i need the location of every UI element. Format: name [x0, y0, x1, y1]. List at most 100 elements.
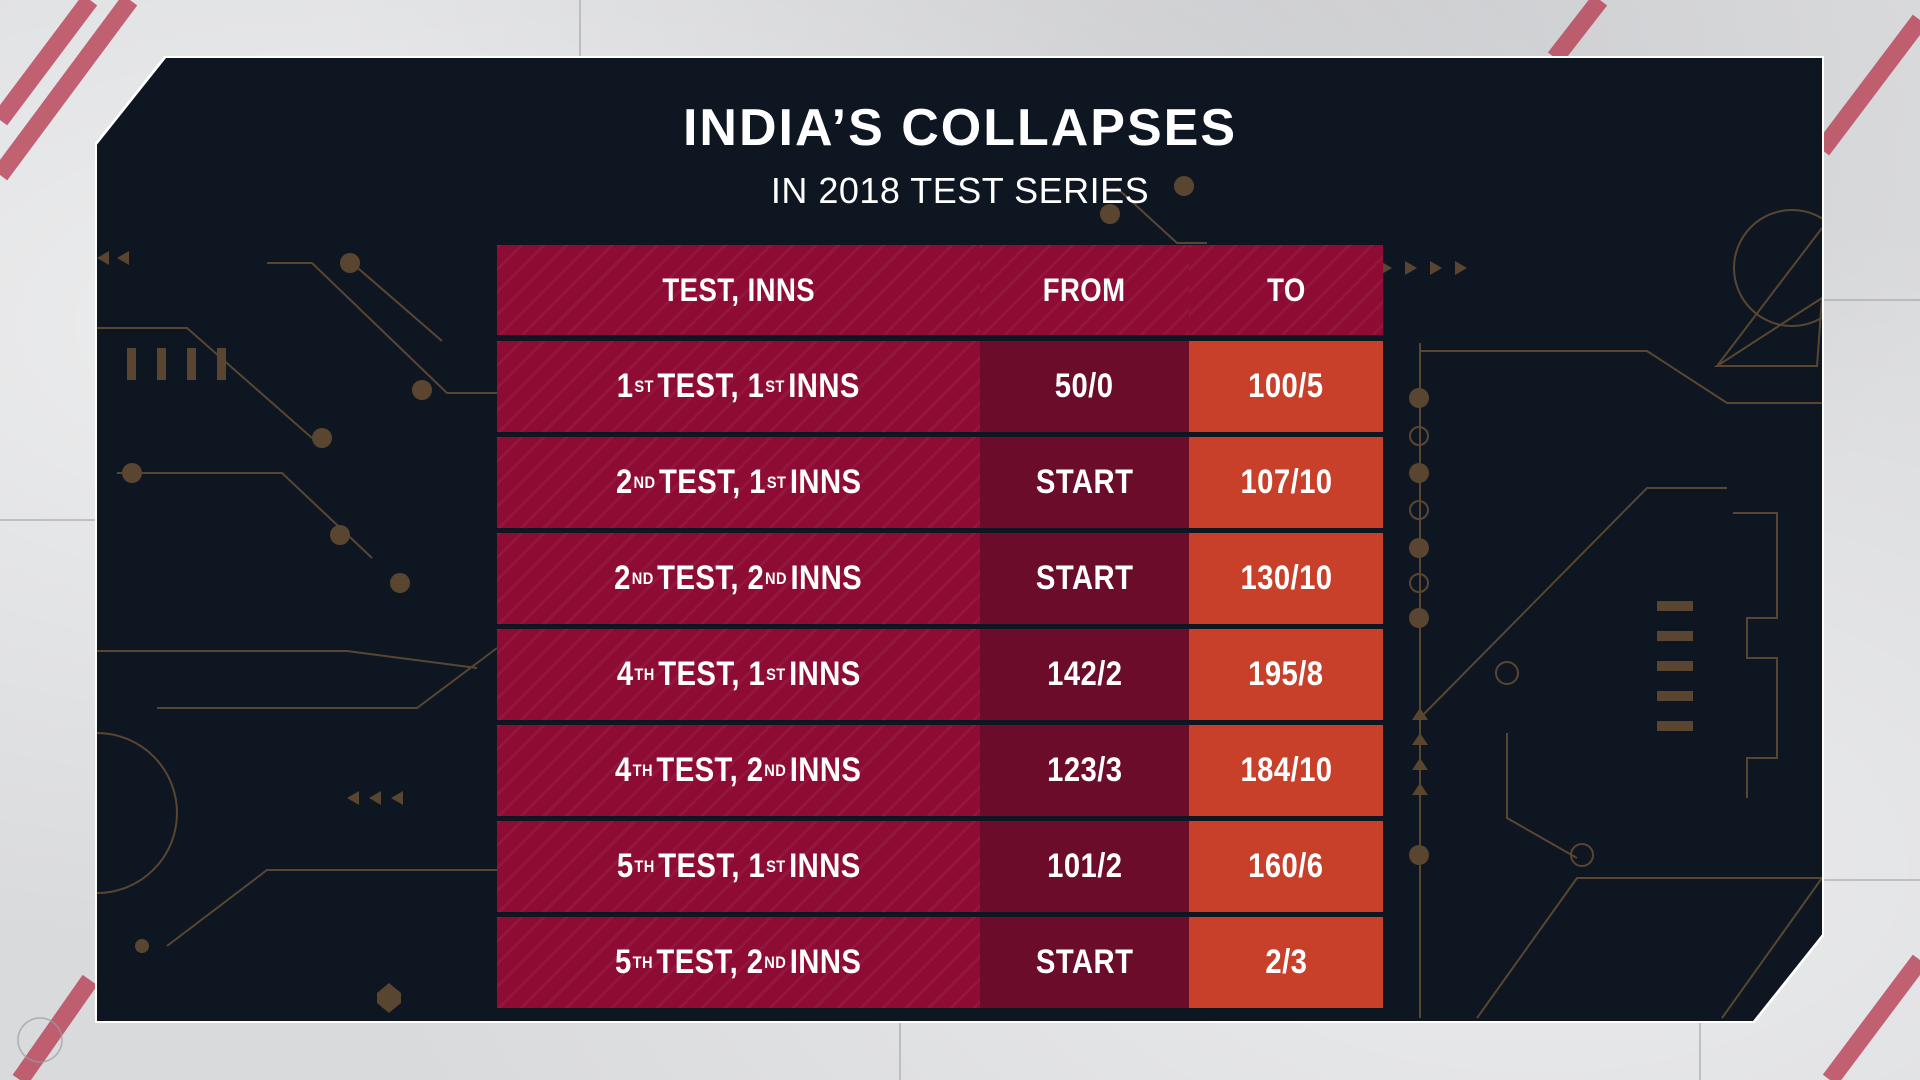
from-value: 123/3: [1046, 751, 1123, 789]
circuit-node: [1174, 176, 1194, 196]
test-inns-text: 5 TH TEST, 2 ND INNS: [615, 943, 861, 982]
inns-number: 1: [748, 655, 765, 693]
test-word: TEST,: [656, 751, 739, 789]
circuit-node: [1409, 463, 1429, 483]
test-inns-text: 5 TH TEST, 1 ST INNS: [617, 847, 861, 886]
to-cell: 195/8: [1189, 629, 1383, 720]
inns-word: INNS: [789, 463, 862, 501]
from-value: START: [1035, 559, 1134, 597]
circuit-node: [390, 573, 410, 593]
circuit-node: [412, 380, 432, 400]
test-ordinal-suffix: TH: [632, 760, 654, 780]
inns-ordinal-suffix: ND: [765, 568, 788, 588]
inns-number: 1: [747, 367, 765, 405]
inns-word: INNS: [790, 559, 863, 597]
to-value: 100/5: [1248, 367, 1324, 405]
test-inns-cell: 5 TH TEST, 2 ND INNS: [497, 917, 980, 1008]
to-value: 160/6: [1248, 847, 1324, 885]
test-ordinal-suffix: ND: [633, 472, 656, 492]
bg-stripe: [0, 0, 98, 126]
test-inns-cell: 4 TH TEST, 1 ST INNS: [497, 629, 980, 720]
test-inns-text: 2 ND TEST, 2 ND INNS: [615, 559, 863, 598]
test-word: TEST,: [658, 463, 741, 501]
to-value: 130/10: [1239, 559, 1333, 597]
table-row: 1 ST TEST, 1 ST INNS 50/0 100/5: [497, 341, 1383, 432]
bg-stripe: [1822, 954, 1920, 1080]
test-ordinal-suffix: ST: [634, 376, 655, 396]
from-cell: START: [980, 533, 1189, 624]
test-inns-cell: 5 TH TEST, 1 ST INNS: [497, 821, 980, 912]
to-value: 2/3: [1265, 943, 1307, 981]
inns-ordinal-suffix: ST: [766, 472, 787, 492]
header-from: FROM: [1043, 271, 1126, 308]
test-inns-text: 4 TH TEST, 2 ND INNS: [615, 751, 861, 790]
test-word: TEST,: [656, 943, 739, 981]
table-row: 4 TH TEST, 1 ST INNS 142/2 195/8: [497, 629, 1383, 720]
circuit-node: [1409, 538, 1429, 558]
test-inns-text: 1 ST TEST, 1 ST INNS: [617, 367, 860, 406]
table-row: 2 ND TEST, 1 ST INNS START 107/10: [497, 437, 1383, 528]
from-cell: START: [980, 437, 1189, 528]
inns-number: 1: [748, 847, 765, 885]
from-value: 101/2: [1046, 847, 1123, 885]
from-value: START: [1035, 463, 1134, 501]
inns-number: 2: [747, 943, 764, 981]
inns-word: INNS: [788, 847, 861, 885]
table-row: 5 TH TEST, 2 ND INNS START 2/3: [497, 917, 1383, 1008]
to-cell: 2/3: [1189, 917, 1383, 1008]
test-word: TEST,: [657, 847, 740, 885]
test-inns-cell: 1 ST TEST, 1 ST INNS: [497, 341, 980, 432]
from-cell: 123/3: [980, 725, 1189, 816]
test-ordinal-suffix: TH: [632, 952, 654, 972]
test-inns-cell: 4 TH TEST, 2 ND INNS: [497, 725, 980, 816]
table-row: 2 ND TEST, 2 ND INNS START 130/10: [497, 533, 1383, 624]
inns-number: 2: [747, 751, 764, 789]
test-word: TEST,: [657, 559, 740, 597]
inns-ordinal-suffix: ST: [765, 376, 785, 396]
to-cell: 107/10: [1189, 437, 1383, 528]
to-value: 184/10: [1239, 751, 1333, 789]
page-subtitle: IN 2018 TEST SERIES: [770, 170, 1150, 211]
bg-stripe: [0, 0, 138, 181]
inns-ordinal-suffix: ST: [765, 856, 786, 876]
circuit-node: [1100, 204, 1120, 224]
test-number: 1: [616, 367, 634, 405]
from-cell: START: [980, 917, 1189, 1008]
from-cell: 142/2: [980, 629, 1189, 720]
to-cell: 100/5: [1189, 341, 1383, 432]
inns-number: 1: [749, 463, 766, 501]
table-body: 1 ST TEST, 1 ST INNS 50/0 100/5 2 ND TEST, 1 ST INN…: [497, 341, 1383, 1008]
inns-word: INNS: [788, 367, 861, 405]
test-number: 4: [615, 751, 633, 789]
circuit-node: [312, 428, 332, 448]
inns-word: INNS: [790, 751, 862, 789]
test-number: 5: [616, 847, 634, 885]
table-header-row: TEST, INNS FROM TO: [497, 245, 1383, 335]
from-cell: 50/0: [980, 341, 1189, 432]
collapses-table: TEST, INNS FROM TO 1 ST TEST, 1 ST INNS 50/0 1…: [497, 245, 1383, 1013]
header-test-inns: TEST, INNS: [662, 271, 815, 308]
test-number: 2: [614, 559, 632, 597]
bg-stripe: [12, 974, 98, 1080]
circuit-decoration: [97, 176, 1822, 1019]
from-value: START: [1035, 943, 1134, 981]
inns-word: INNS: [790, 943, 862, 981]
circuit-node: [340, 253, 360, 273]
test-ordinal-suffix: TH: [634, 664, 655, 684]
test-number: 4: [616, 655, 634, 693]
circuit-node: [1409, 845, 1429, 865]
circuit-node: [1409, 388, 1429, 408]
page-title: INDIA’S COLLAPSES: [682, 99, 1238, 157]
test-inns-cell: 2 ND TEST, 1 ST INNS: [497, 437, 980, 528]
to-cell: 184/10: [1189, 725, 1383, 816]
to-value: 195/8: [1248, 655, 1324, 693]
table-row: 5 TH TEST, 1 ST INNS 101/2 160/6: [497, 821, 1383, 912]
header-to: TO: [1266, 271, 1306, 308]
bg-stripe: [1547, 0, 1608, 64]
inns-number: 2: [747, 559, 765, 597]
test-inns-cell: 2 ND TEST, 2 ND INNS: [497, 533, 980, 624]
inns-ordinal-suffix: ST: [765, 664, 786, 684]
table-row: 4 TH TEST, 2 ND INNS 123/3 184/10: [497, 725, 1383, 816]
from-value: 142/2: [1046, 655, 1123, 693]
